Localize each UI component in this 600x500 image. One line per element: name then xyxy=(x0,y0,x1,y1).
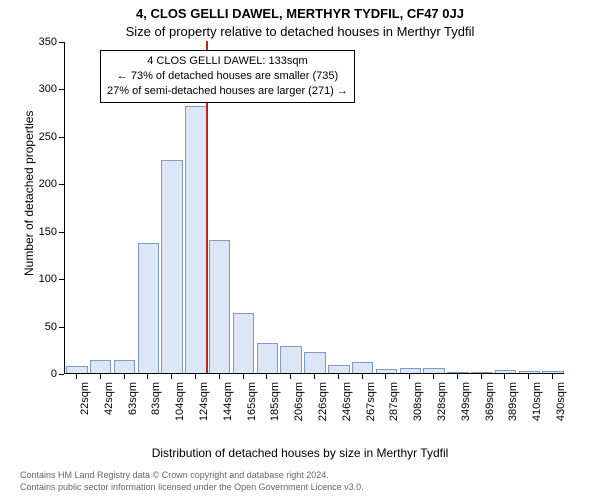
chart-legend: 4 CLOS GELLI DAWEL: 133sqm ← 73% of deta… xyxy=(100,50,355,103)
x-tick-label: 206sqm xyxy=(294,382,305,427)
footer-line-2: Contains public sector information licen… xyxy=(20,482,364,494)
x-tick-label: 185sqm xyxy=(270,382,281,427)
x-tick-mark xyxy=(314,374,315,379)
histogram-bar xyxy=(376,369,397,373)
y-tick-label: 250 xyxy=(29,132,57,143)
x-tick-label: 369sqm xyxy=(485,382,496,427)
histogram-bar xyxy=(161,160,182,373)
x-tick-label: 22sqm xyxy=(80,382,91,427)
x-tick-label: 267sqm xyxy=(366,382,377,427)
x-tick-label: 63sqm xyxy=(128,382,139,427)
x-tick-mark xyxy=(219,374,220,379)
histogram-bar xyxy=(447,372,468,373)
x-tick-mark xyxy=(124,374,125,379)
histogram-bar xyxy=(66,366,87,373)
x-tick-label: 226sqm xyxy=(318,382,329,427)
y-tick-label: 0 xyxy=(29,369,57,380)
x-tick-mark xyxy=(266,374,267,379)
y-tick-label: 50 xyxy=(29,322,57,333)
x-tick-label: 83sqm xyxy=(151,382,162,427)
y-tick-label: 300 xyxy=(29,84,57,95)
x-tick-mark xyxy=(171,374,172,379)
x-tick-mark xyxy=(457,374,458,379)
y-tick-label: 350 xyxy=(29,37,57,48)
x-tick-mark xyxy=(433,374,434,379)
histogram-bar xyxy=(519,371,540,373)
y-tick-mark xyxy=(59,232,64,233)
x-tick-mark xyxy=(362,374,363,379)
x-tick-label: 328sqm xyxy=(437,382,448,427)
page-subtitle: Size of property relative to detached ho… xyxy=(0,24,600,39)
x-tick-mark xyxy=(243,374,244,379)
histogram-bar xyxy=(185,106,206,373)
legend-line-1: 4 CLOS GELLI DAWEL: 133sqm xyxy=(107,54,348,69)
x-tick-label: 389sqm xyxy=(508,382,519,427)
histogram-bar xyxy=(304,352,325,373)
y-tick-mark xyxy=(59,42,64,43)
y-tick-label: 100 xyxy=(29,274,57,285)
x-tick-mark xyxy=(290,374,291,379)
footer-attribution: Contains HM Land Registry data © Crown c… xyxy=(20,470,364,493)
y-tick-mark xyxy=(59,279,64,280)
x-tick-mark xyxy=(100,374,101,379)
histogram-bar xyxy=(233,313,254,373)
x-tick-label: 165sqm xyxy=(247,382,258,427)
x-tick-mark xyxy=(385,374,386,379)
x-tick-label: 124sqm xyxy=(199,382,210,427)
histogram-bar xyxy=(328,365,349,373)
histogram-bar xyxy=(257,343,278,373)
x-tick-label: 144sqm xyxy=(223,382,234,427)
x-axis-label: Distribution of detached houses by size … xyxy=(0,446,600,460)
y-tick-label: 150 xyxy=(29,227,57,238)
histogram-bar xyxy=(400,368,421,373)
x-tick-label: 430sqm xyxy=(556,382,567,427)
y-tick-mark xyxy=(59,184,64,185)
x-tick-label: 287sqm xyxy=(389,382,400,427)
y-tick-label: 200 xyxy=(29,179,57,190)
histogram-bar xyxy=(114,360,135,373)
x-tick-mark xyxy=(76,374,77,379)
x-tick-mark xyxy=(147,374,148,379)
x-tick-mark xyxy=(481,374,482,379)
legend-line-2: ← 73% of detached houses are smaller (73… xyxy=(107,69,348,84)
x-tick-mark xyxy=(338,374,339,379)
histogram-bar xyxy=(90,360,111,373)
x-tick-mark xyxy=(409,374,410,379)
histogram-bar xyxy=(138,243,159,373)
histogram-bar xyxy=(471,372,492,373)
legend-line-3: 27% of semi-detached houses are larger (… xyxy=(107,84,348,99)
x-tick-label: 246sqm xyxy=(342,382,353,427)
page-title: 4, CLOS GELLI DAWEL, MERTHYR TYDFIL, CF4… xyxy=(0,6,600,21)
x-tick-mark xyxy=(528,374,529,379)
page: 4, CLOS GELLI DAWEL, MERTHYR TYDFIL, CF4… xyxy=(0,0,600,500)
histogram-bar xyxy=(209,240,230,373)
y-tick-mark xyxy=(59,89,64,90)
x-tick-label: 410sqm xyxy=(532,382,543,427)
footer-line-1: Contains HM Land Registry data © Crown c… xyxy=(20,470,364,482)
histogram-bar xyxy=(542,371,563,373)
x-tick-mark xyxy=(195,374,196,379)
histogram-bar xyxy=(280,346,301,373)
histogram-bar xyxy=(495,370,516,373)
x-tick-label: 308sqm xyxy=(413,382,424,427)
x-tick-mark xyxy=(552,374,553,379)
histogram-bar xyxy=(423,368,444,373)
y-tick-mark xyxy=(59,137,64,138)
y-tick-mark xyxy=(59,327,64,328)
x-tick-label: 104sqm xyxy=(175,382,186,427)
x-tick-label: 349sqm xyxy=(461,382,472,427)
y-tick-mark xyxy=(59,374,64,375)
histogram-bar xyxy=(352,362,373,373)
x-tick-mark xyxy=(504,374,505,379)
x-tick-label: 42sqm xyxy=(104,382,115,427)
